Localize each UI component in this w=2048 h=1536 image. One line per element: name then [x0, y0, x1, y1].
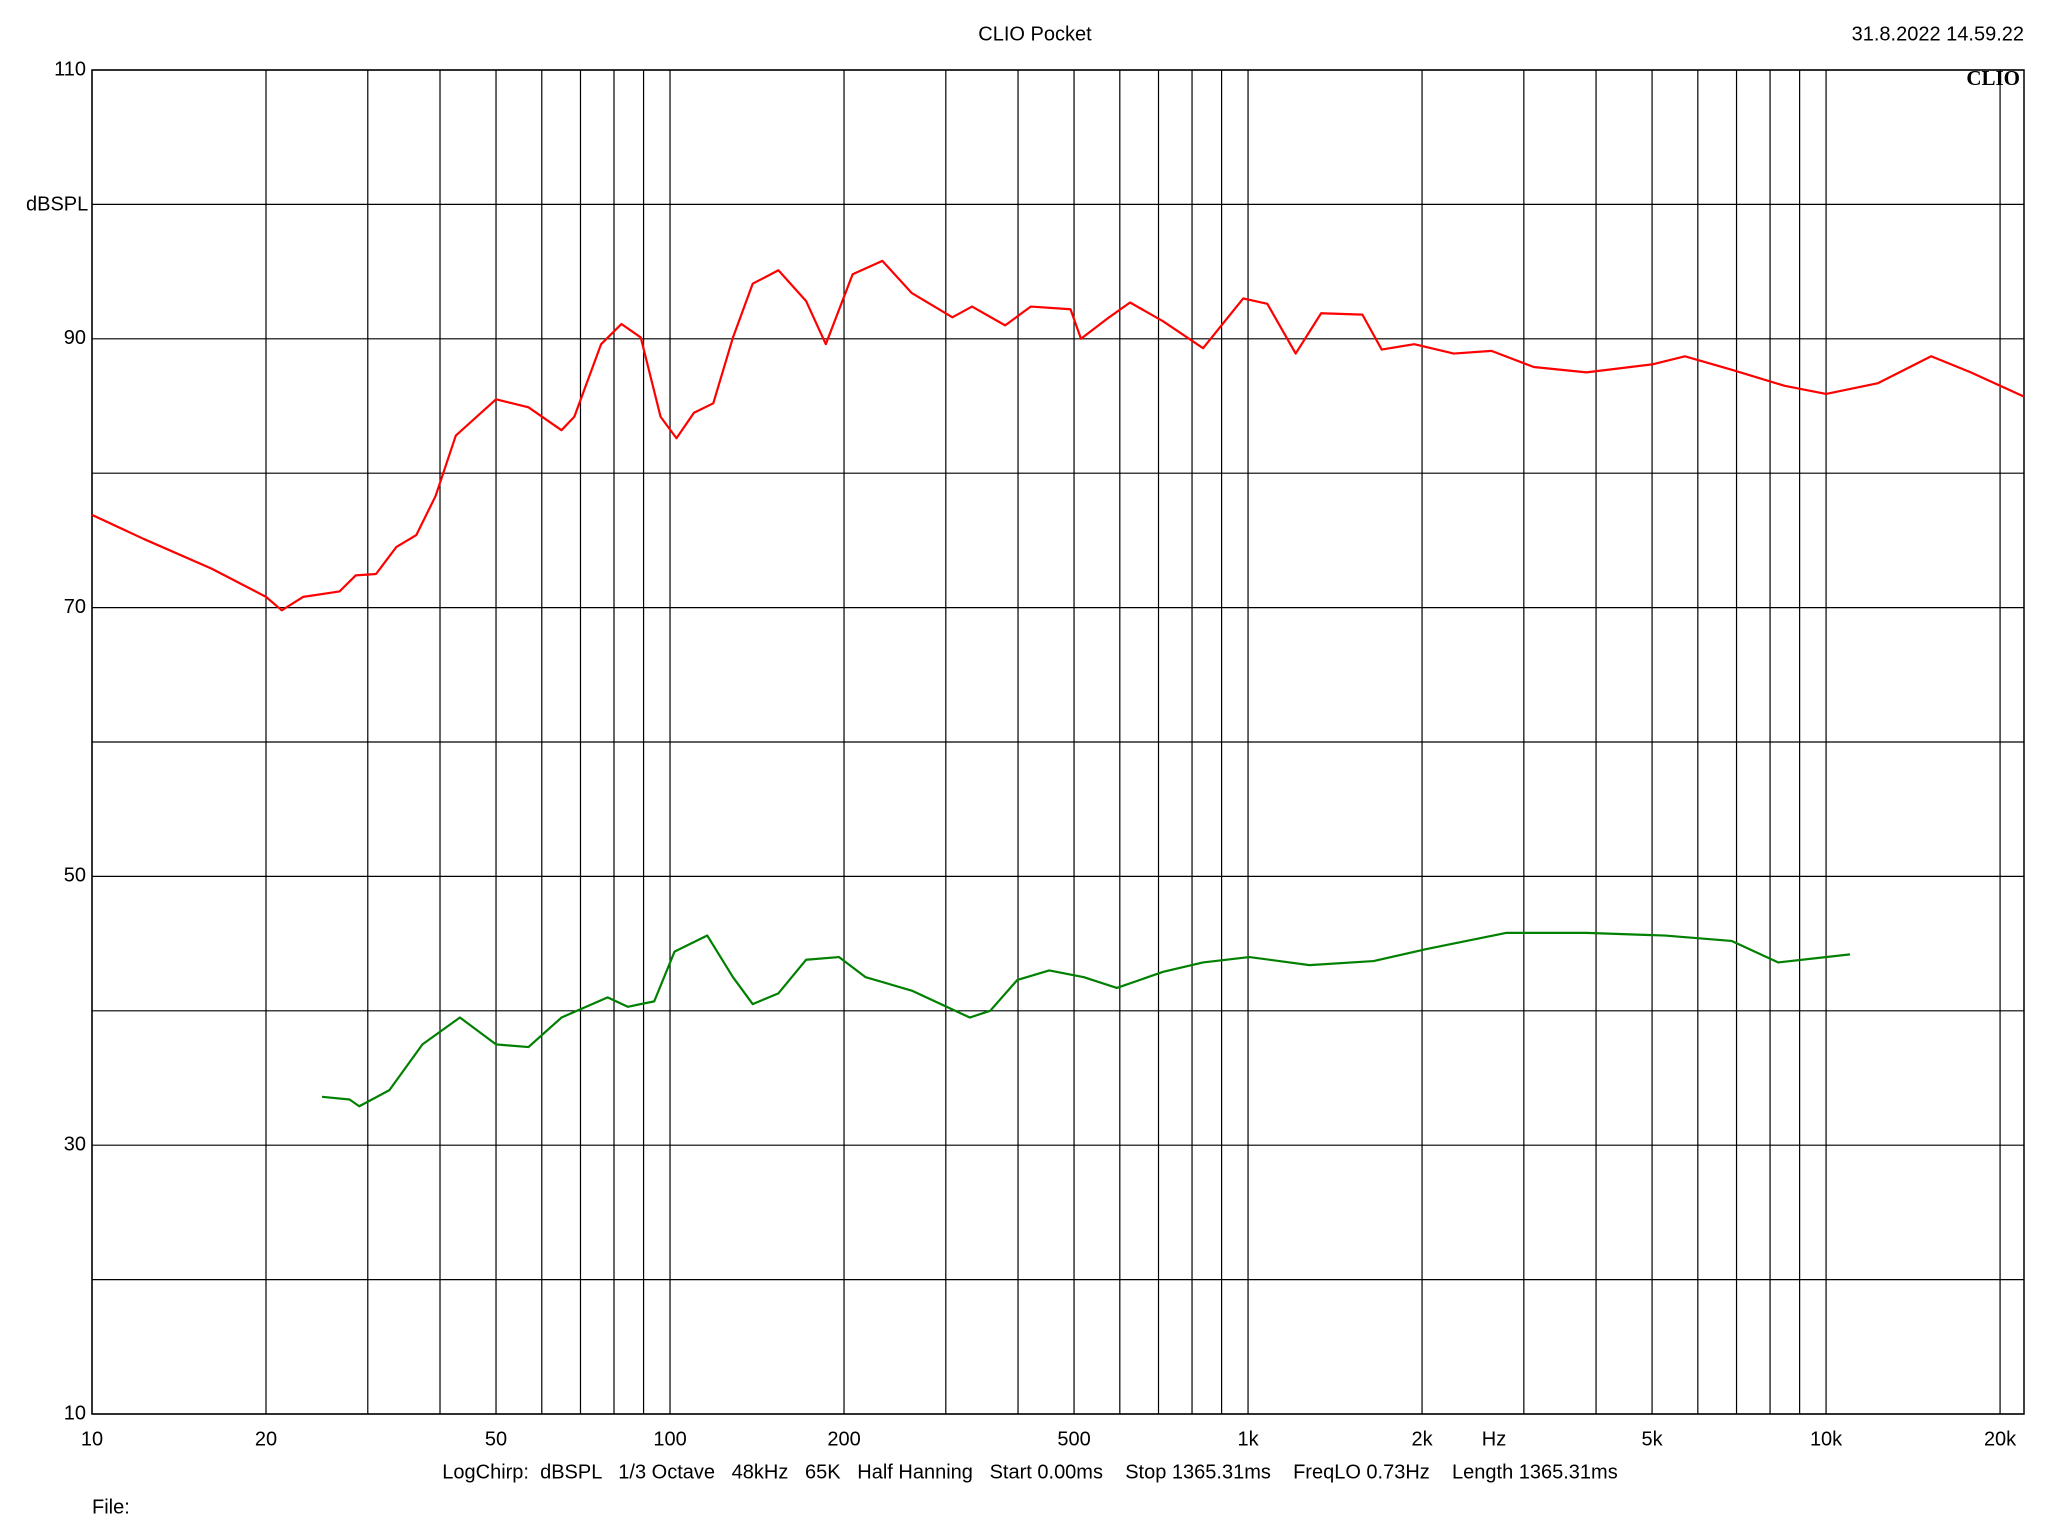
series-line: [321, 931, 1851, 1108]
y-tick-label: 30: [64, 1133, 86, 1155]
x-axis-label: Hz: [1482, 1428, 1506, 1450]
x-tick-label: 100: [653, 1428, 686, 1450]
x-tick-label: 50: [485, 1428, 507, 1450]
x-tick-label: 10: [81, 1428, 103, 1450]
series-line: [91, 259, 2025, 612]
y-axis-label: dBSPL: [26, 193, 88, 215]
logo: CLIO: [1966, 66, 2020, 90]
y-tick-label: 110: [54, 58, 86, 80]
y-tick-label: 90: [64, 327, 86, 349]
footer: LogChirp: dBSPL 1/3 Octave 48kHz 65K Hal…: [442, 1461, 1617, 1483]
y-tick-label: 50: [64, 865, 86, 887]
timestamp: 31.8.2022 14.59.22: [1852, 23, 2024, 45]
x-tick-label: 20k: [1984, 1428, 2017, 1450]
x-tick-label: 5k: [1642, 1428, 1664, 1450]
x-tick-label: 200: [827, 1428, 860, 1450]
y-tick-label: 70: [64, 596, 86, 618]
x-tick-label: 2k: [1411, 1428, 1433, 1450]
file-label: File:: [92, 1496, 130, 1518]
y-tick-label: 10: [64, 1402, 86, 1424]
plot-frame: [91, 69, 2025, 1415]
chart-title: CLIO Pocket: [978, 23, 1092, 45]
x-tick-label: 20: [255, 1428, 277, 1450]
x-tick-label: 10k: [1810, 1428, 1843, 1450]
x-tick-label: 500: [1057, 1428, 1090, 1450]
x-tick-label: 1k: [1237, 1428, 1259, 1450]
